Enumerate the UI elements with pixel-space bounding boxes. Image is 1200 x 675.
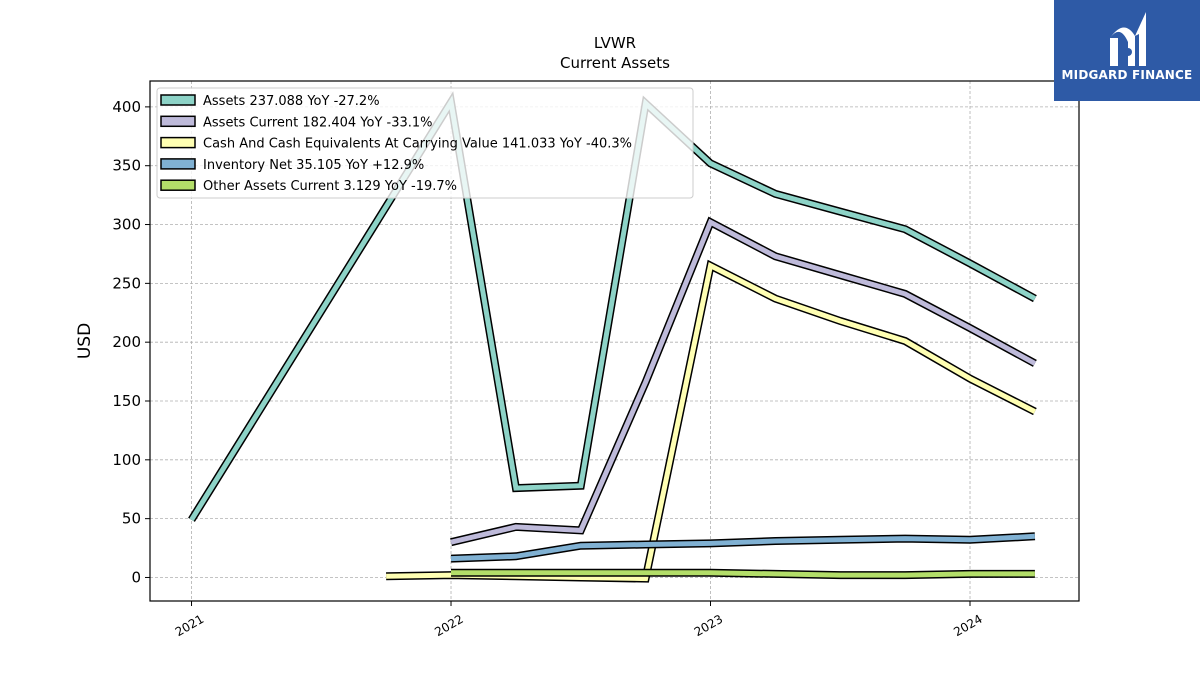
legend: Assets 237.088 YoY -27.2% Assets Current … — [156, 87, 694, 199]
chart-subtitle: Current Assets — [560, 54, 670, 72]
plot-frame — [149, 80, 1080, 602]
legend-item: Assets 237.088 YoY -27.2% — [160, 94, 380, 109]
y-tick-label: 100 — [112, 451, 141, 469]
series-line-outline — [450, 216, 1037, 547]
legend-label: Assets 237.088 YoY -27.2% — [203, 94, 380, 109]
legend-swatch — [160, 158, 196, 170]
legend-box — [156, 87, 694, 199]
logo-mark-icon — [1110, 12, 1146, 66]
x-tick-label: 2022 — [432, 612, 465, 639]
series-line-fill — [450, 218, 1037, 545]
x-tick-label: 2024 — [951, 612, 984, 639]
legend-label: Inventory Net 35.105 YoY +12.9% — [203, 158, 424, 173]
y-tick-label: 0 — [131, 568, 141, 586]
x-tick-label: 2023 — [692, 612, 725, 639]
legend-swatch — [160, 179, 196, 191]
legend-item: Inventory Net 35.105 YoY +12.9% — [160, 158, 424, 173]
series-line-fill — [451, 570, 1035, 578]
y-tick-label: 400 — [112, 98, 141, 116]
series-line — [451, 568, 1035, 580]
y-tick-label: 300 — [112, 216, 141, 234]
legend-swatch — [160, 94, 196, 106]
x-tick-label: 2021 — [173, 612, 206, 639]
legend-item: Assets Current 182.404 YoY -33.1% — [160, 115, 433, 130]
legend-item: Other Assets Current 3.129 YoY -19.7% — [160, 179, 457, 194]
logo-text: MIDGARD FINANCE — [1061, 68, 1193, 82]
y-tick-label: 200 — [112, 333, 141, 351]
legend-label: Cash And Cash Equivalents At Carrying Va… — [203, 137, 632, 152]
legend-item: Cash And Cash Equivalents At Carrying Va… — [160, 136, 632, 152]
series-line-fill — [189, 95, 1037, 522]
series-line — [450, 216, 1037, 547]
series-line-fill — [450, 533, 1036, 562]
legend-swatch — [160, 115, 196, 128]
legend-label: Assets Current 182.404 YoY -33.1% — [203, 115, 433, 130]
y-tick-label: 350 — [112, 157, 141, 175]
series-line — [188, 91, 1037, 522]
legend-swatch — [160, 136, 196, 149]
series-lines — [188, 91, 1037, 583]
brand-logo: MIDGARD FINANCE — [1054, 0, 1200, 101]
y-tick-label: 250 — [112, 274, 141, 292]
y-tick-label: 150 — [112, 392, 141, 410]
y-tick-label: 50 — [122, 510, 141, 528]
series-line — [450, 532, 1036, 563]
chart-title: LVWR — [594, 34, 636, 52]
y-axis-label: USD — [75, 323, 95, 359]
legend-label: Other Assets Current 3.129 YoY -19.7% — [203, 179, 457, 194]
